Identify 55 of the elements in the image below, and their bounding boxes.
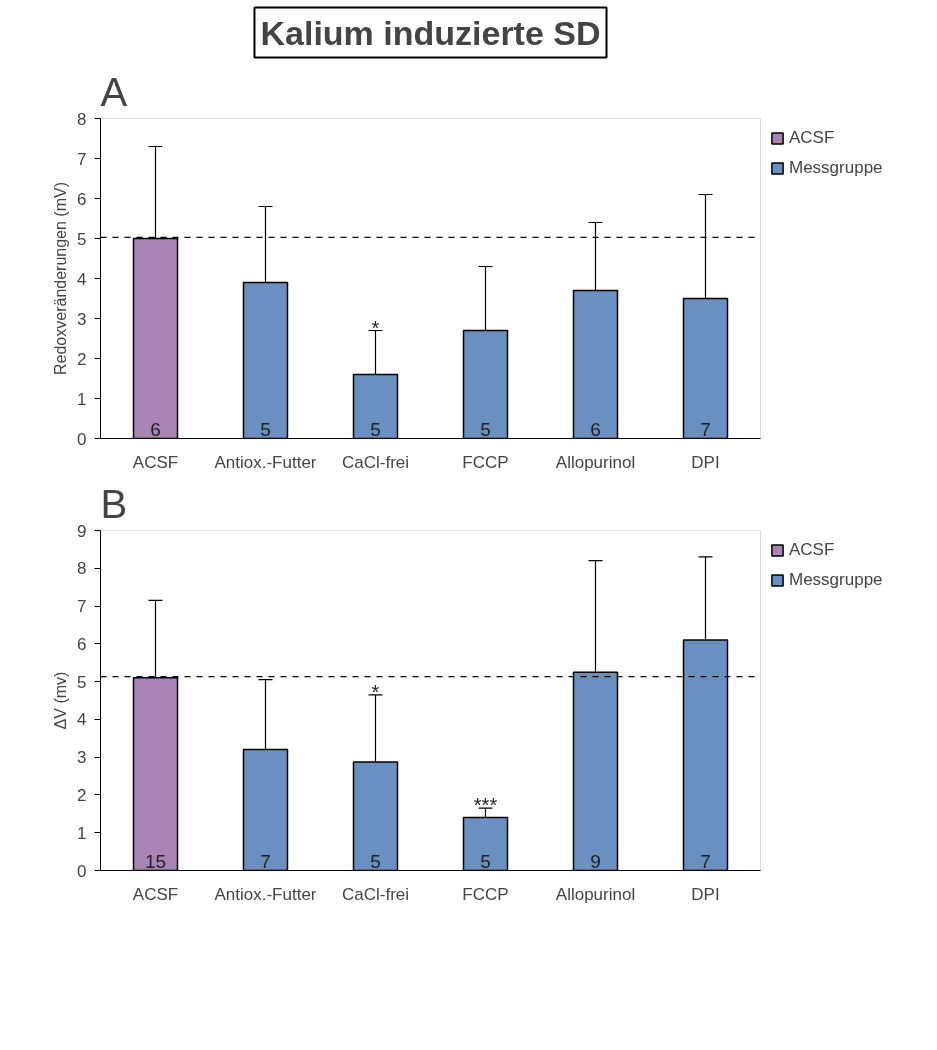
annotation: * bbox=[371, 680, 380, 703]
x-tick-label: ACSF bbox=[132, 884, 179, 904]
y-tick-label: 1 bbox=[77, 389, 87, 409]
y-tick-label: 5 bbox=[77, 229, 87, 249]
x-tick-label: DPI bbox=[691, 884, 720, 904]
annotation: 7 bbox=[700, 418, 711, 440]
y-tick-label: 2 bbox=[77, 785, 87, 805]
annotation: 5 bbox=[260, 418, 271, 440]
legend-label: Messgruppe bbox=[789, 570, 883, 590]
x-tick-label: DPI bbox=[691, 452, 720, 472]
annotation: 5 bbox=[480, 850, 491, 872]
text: A bbox=[100, 69, 128, 114]
y-tick-label: 3 bbox=[77, 309, 87, 329]
x-tick-label: CaCl-frei bbox=[341, 452, 410, 472]
x-tick-label: FCCP bbox=[462, 884, 509, 904]
y-tick-label: 0 bbox=[77, 861, 87, 881]
annotation: 6 bbox=[150, 418, 161, 440]
annotation: 5 bbox=[370, 850, 381, 872]
y-tick-label: 7 bbox=[77, 597, 87, 617]
y-axis-title: ΔV (mv) bbox=[52, 671, 70, 730]
y-tick-label: 8 bbox=[77, 109, 87, 129]
legend-label: Messgruppe bbox=[789, 158, 883, 178]
annotation: * bbox=[371, 316, 380, 339]
text: B bbox=[100, 481, 128, 526]
y-tick-label: 3 bbox=[77, 748, 87, 768]
x-tick-label: Antiox.-Futter bbox=[214, 452, 317, 472]
y-tick-label: 0 bbox=[77, 429, 87, 449]
y-tick-label: 9 bbox=[77, 521, 87, 541]
x-tick-label: Antiox.-Futter bbox=[214, 884, 317, 904]
y-axis-title: Redoxveränderungen (mV) bbox=[52, 182, 70, 375]
y-tick-label: 6 bbox=[77, 634, 87, 654]
x-tick-label: Allopurinol bbox=[555, 884, 636, 904]
annotation: 6 bbox=[590, 418, 601, 440]
y-tick-label: 8 bbox=[77, 559, 87, 579]
annotation: 5 bbox=[370, 418, 381, 440]
y-tick-label: 2 bbox=[77, 349, 87, 369]
y-tick-label: 7 bbox=[77, 149, 87, 169]
y-tick-label: 1 bbox=[77, 823, 87, 843]
annotation: 5 bbox=[480, 418, 491, 440]
annotation: 7 bbox=[700, 850, 711, 872]
chart-title: Kalium induzierte SD bbox=[260, 13, 601, 52]
y-tick-label: 6 bbox=[77, 189, 87, 209]
x-tick-label: Allopurinol bbox=[555, 452, 636, 472]
y-tick-label: 4 bbox=[77, 269, 87, 289]
y-tick-label: 5 bbox=[77, 672, 87, 692]
annotation: *** bbox=[473, 794, 498, 817]
x-tick-label: CaCl-frei bbox=[341, 884, 410, 904]
legend-label: ACSF bbox=[789, 128, 835, 148]
annotation: 9 bbox=[590, 850, 601, 872]
annotation: 15 bbox=[144, 850, 167, 872]
x-tick-label: FCCP bbox=[462, 452, 509, 472]
annotation: 7 bbox=[260, 850, 271, 872]
y-tick-label: 4 bbox=[77, 710, 87, 730]
x-tick-label: ACSF bbox=[132, 452, 179, 472]
legend-label: ACSF bbox=[789, 540, 835, 560]
